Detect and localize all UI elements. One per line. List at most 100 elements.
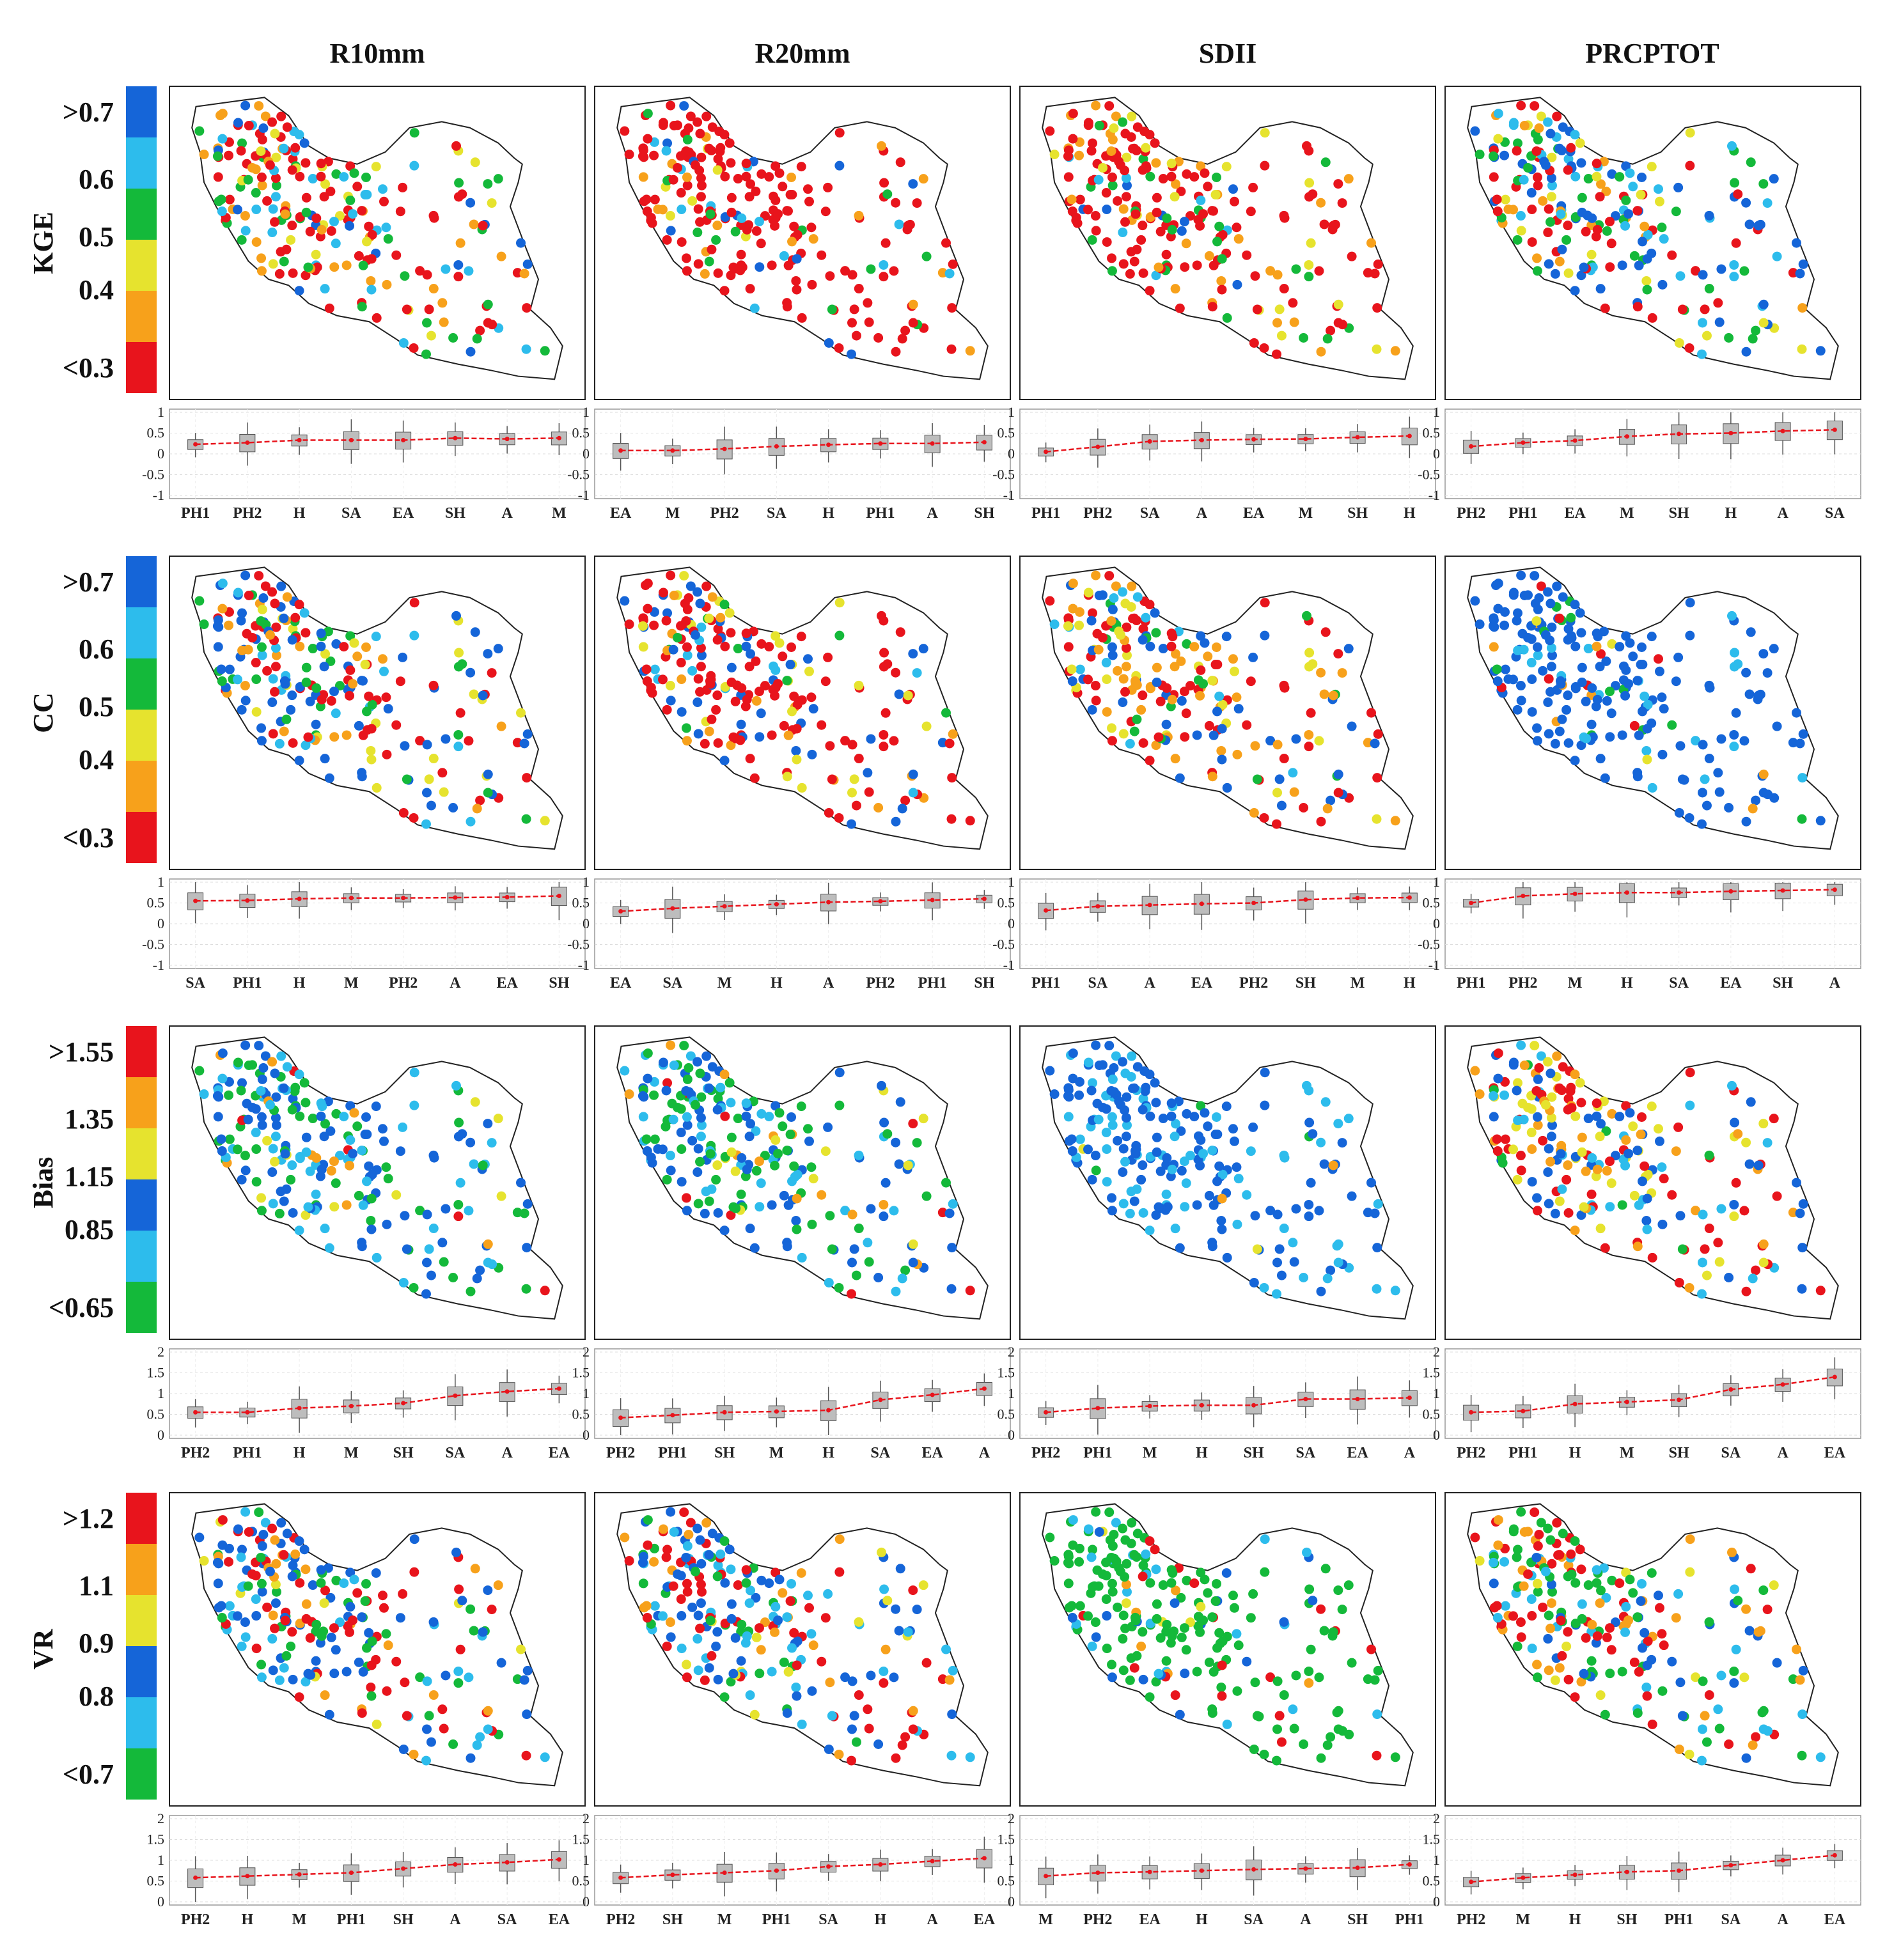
station-point <box>834 1749 844 1759</box>
station-point <box>345 1135 356 1145</box>
station-point <box>1534 123 1544 134</box>
station-point <box>237 1174 247 1185</box>
station-point <box>908 1119 918 1129</box>
station-point <box>908 1724 918 1734</box>
category-label: PH1 <box>1083 1445 1112 1461</box>
median-point <box>982 440 987 445</box>
station-point <box>820 1146 831 1156</box>
station-point <box>1196 631 1206 641</box>
station-point <box>345 161 356 171</box>
station-point <box>690 1566 700 1576</box>
station-point <box>1196 665 1206 675</box>
station-point <box>1647 1568 1657 1578</box>
station-point <box>217 1613 227 1623</box>
station-point <box>712 165 723 175</box>
station-point <box>1647 1101 1657 1112</box>
station-point <box>426 1270 436 1280</box>
station-point <box>756 1645 766 1655</box>
station-point <box>1492 1134 1502 1144</box>
category-label: EA <box>1564 505 1586 522</box>
station-point <box>1086 1085 1097 1096</box>
station-point <box>1179 1156 1189 1167</box>
station-point <box>301 677 311 687</box>
station-point <box>792 1169 802 1179</box>
station-point <box>348 209 358 219</box>
station-point <box>1545 1535 1556 1545</box>
station-point <box>366 1682 376 1692</box>
station-point <box>638 151 648 161</box>
station-point <box>889 1206 899 1216</box>
row-title-kge: KGE <box>27 212 59 274</box>
station-point <box>1102 707 1112 717</box>
station-point <box>767 1200 777 1210</box>
station-point <box>290 612 301 623</box>
station-point <box>1171 1119 1181 1129</box>
median-point <box>505 1389 510 1394</box>
station-point <box>879 1678 889 1688</box>
station-point <box>1566 612 1576 623</box>
station-point <box>354 1190 364 1201</box>
station-point <box>1577 1147 1587 1157</box>
station-point <box>1145 1692 1155 1702</box>
station-point <box>329 1202 340 1212</box>
station-point <box>1120 1156 1131 1167</box>
station-point <box>1045 1532 1055 1543</box>
station-point <box>1274 774 1285 784</box>
station-point <box>301 1210 311 1220</box>
station-point <box>1272 1209 1283 1220</box>
category-label: SH <box>1669 1445 1689 1461</box>
station-point <box>1207 206 1217 216</box>
station-point <box>1390 1286 1400 1296</box>
station-point <box>308 1580 318 1591</box>
station-point <box>1729 1211 1739 1222</box>
station-point <box>1214 691 1225 701</box>
station-point <box>294 286 304 296</box>
station-point <box>213 642 223 652</box>
station-point <box>834 1534 845 1544</box>
station-point <box>265 1566 275 1576</box>
station-point <box>1647 632 1657 642</box>
station-point <box>311 719 321 729</box>
median-point <box>297 1406 302 1411</box>
station-point <box>882 189 893 199</box>
station-point <box>1252 304 1262 315</box>
station-point <box>897 1273 907 1284</box>
station-point <box>1727 1547 1737 1557</box>
station-point <box>854 210 864 221</box>
station-point <box>1074 1090 1084 1100</box>
station-point <box>305 1166 315 1176</box>
station-point <box>233 1611 243 1621</box>
station-point <box>1526 1594 1537 1605</box>
station-point <box>402 774 412 784</box>
median-point <box>453 1862 458 1867</box>
station-point <box>257 650 267 660</box>
legend-swatch <box>126 1282 157 1333</box>
station-point <box>1319 1626 1329 1636</box>
station-point <box>778 1121 788 1132</box>
station-point <box>1552 581 1562 591</box>
station-point <box>454 1584 464 1594</box>
station-point <box>1532 1112 1542 1122</box>
station-point <box>749 1709 760 1720</box>
station-point <box>827 774 837 784</box>
station-point <box>1596 1119 1606 1129</box>
station-point <box>268 729 278 739</box>
station-point <box>1250 1677 1260 1688</box>
station-point <box>325 1592 336 1603</box>
station-point <box>1129 613 1139 623</box>
station-point <box>658 1144 668 1155</box>
station-point <box>1638 237 1648 247</box>
y-tick-label: -1 <box>1428 957 1440 973</box>
station-point <box>301 662 311 673</box>
y-tick-label: 2 <box>583 1344 590 1360</box>
station-point <box>377 654 387 664</box>
station-point <box>658 1611 668 1621</box>
station-point <box>666 100 676 111</box>
station-point <box>1125 738 1135 749</box>
boxplot-frame <box>169 1815 586 1906</box>
station-point <box>879 729 889 740</box>
station-point <box>224 1090 234 1100</box>
median-trend-line <box>1045 1863 1410 1877</box>
station-point <box>1543 117 1553 127</box>
